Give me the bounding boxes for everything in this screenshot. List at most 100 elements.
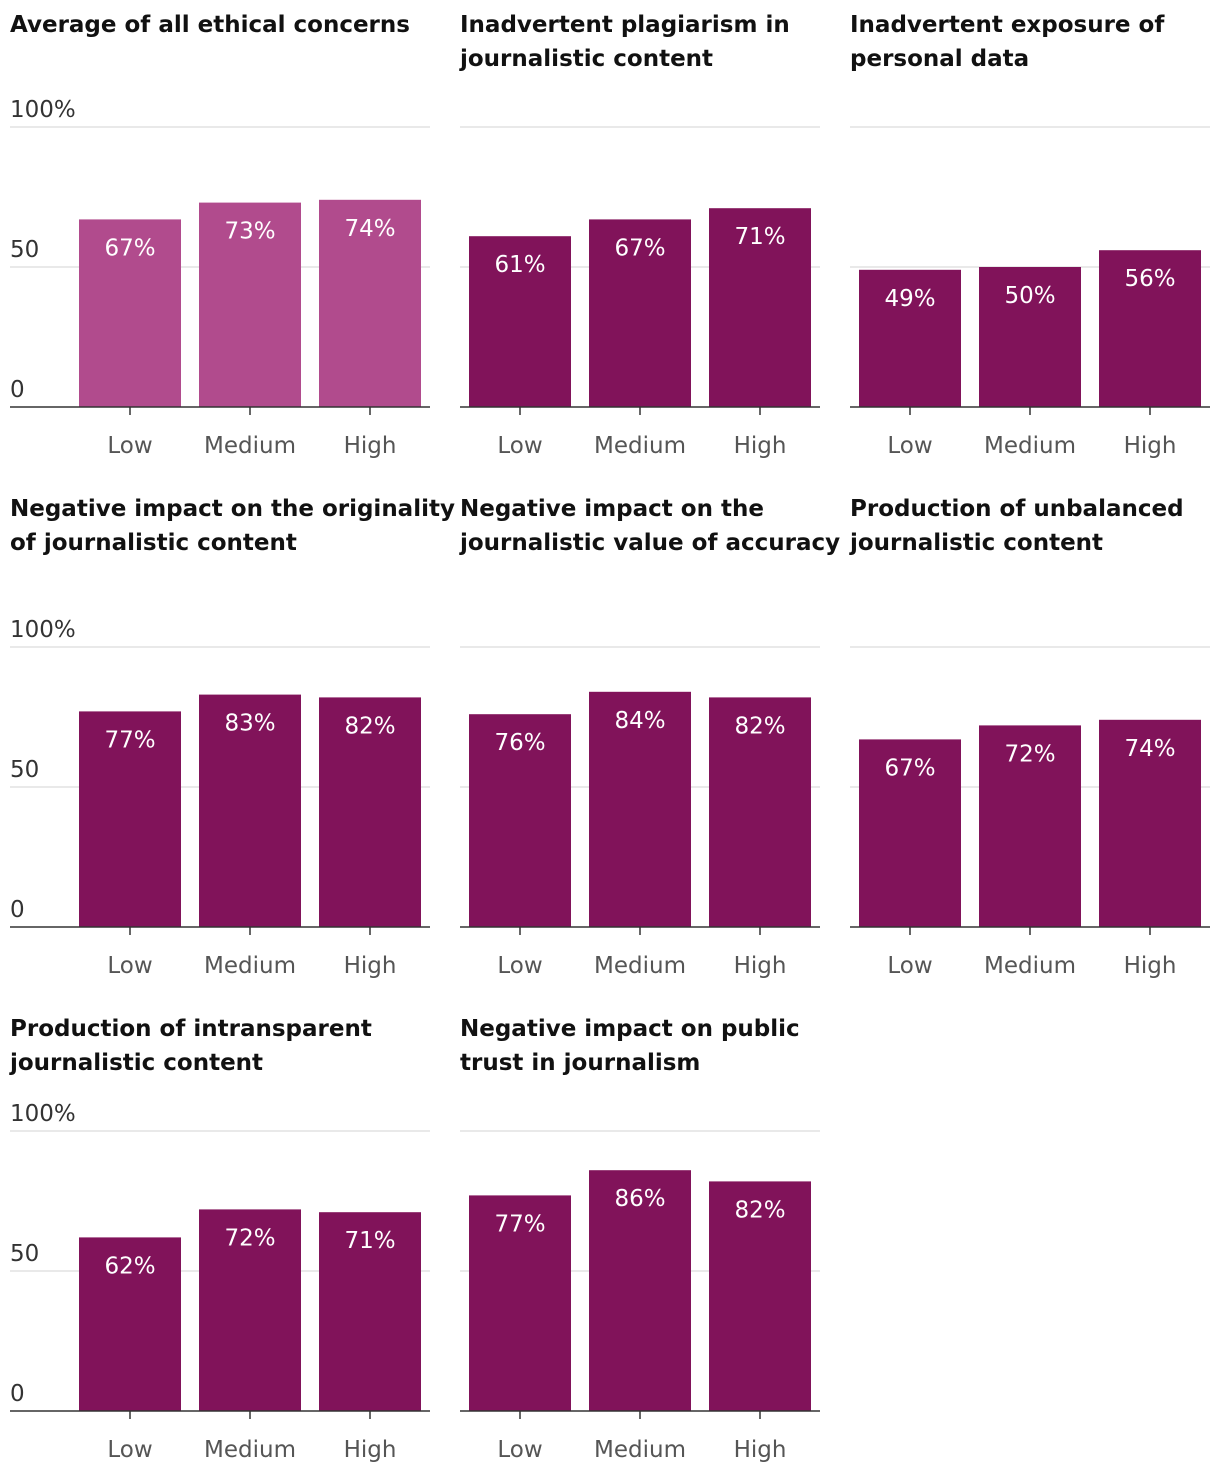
bar-value-label: 84% <box>614 708 665 734</box>
chart-panel: 61% Low 67% Medium 71% High Inadvertent plagia… <box>460 0 820 467</box>
chart-panel: 0 50 100% 67% Low 73% Medium 74% High Average of … <box>10 0 430 467</box>
chart-title: Negative impact on the journalistic value… <box>460 496 841 556</box>
chart-panel: 67% Low 72% Medium 74% High Production of unba… <box>850 484 1210 987</box>
bar-value-label: 49% <box>884 286 935 312</box>
chart-title: Inadvertent exposure of personal data <box>850 12 1165 72</box>
bar-value-label: 82% <box>734 713 785 739</box>
x-tick-label: Low <box>107 1437 152 1463</box>
chart-title: Production of intransparent journalistic … <box>10 1016 372 1076</box>
bar-high <box>319 199 421 407</box>
y-tick-label: 100% <box>10 617 76 643</box>
y-tick-label: 0 <box>10 1381 25 1407</box>
y-tick-label: 50 <box>10 237 39 263</box>
bar-value-label: 82% <box>344 713 395 739</box>
bar-medium <box>589 1170 691 1411</box>
x-tick-label: Medium <box>594 953 686 979</box>
chart-panel: 49% Low 50% Medium 56% High Inadvertent exposu… <box>850 0 1210 467</box>
bar-chart-svg: 76% Low 84% Medium 82% High <box>460 646 820 979</box>
bar-value-label: 77% <box>104 727 155 753</box>
x-tick-label: Medium <box>594 433 686 459</box>
y-tick-label: 50 <box>10 1241 39 1267</box>
x-tick-label: Low <box>497 433 542 459</box>
x-tick-label: Low <box>887 953 932 979</box>
bar-value-label: 86% <box>614 1186 665 1212</box>
bar-value-label: 56% <box>1124 266 1175 292</box>
bar-value-label: 50% <box>1004 283 1055 309</box>
bar-value-label: 82% <box>734 1197 785 1223</box>
x-tick-label: High <box>344 1437 397 1463</box>
bar-medium <box>589 219 691 407</box>
bar-medium <box>979 725 1081 927</box>
bar-value-label: 73% <box>224 219 275 245</box>
bar-chart-svg: 0 50 100% 62% Low 72% Medium 71% High <box>10 1101 430 1463</box>
x-tick-label: High <box>344 433 397 459</box>
bar-value-label: 77% <box>494 1211 545 1237</box>
x-tick-label: Low <box>107 953 152 979</box>
x-tick-label: Low <box>107 433 152 459</box>
bar-high <box>1099 250 1201 407</box>
y-tick-label: 0 <box>10 377 25 403</box>
bar-value-label: 72% <box>224 1225 275 1251</box>
x-tick-label: Medium <box>204 433 296 459</box>
x-tick-label: High <box>1124 953 1177 979</box>
x-tick-label: Medium <box>204 953 296 979</box>
x-tick-label: Medium <box>594 1437 686 1463</box>
x-tick-label: High <box>1124 433 1177 459</box>
bar-low <box>469 236 571 407</box>
x-tick-label: High <box>734 953 787 979</box>
bar-high <box>319 697 421 927</box>
bar-low <box>79 711 181 927</box>
x-tick-label: Medium <box>204 1437 296 1463</box>
bar-low <box>859 739 961 927</box>
y-tick-label: 100% <box>10 1101 76 1127</box>
chart-title: Production of unbalanced journalistic con… <box>850 496 1184 556</box>
bar-value-label: 61% <box>494 252 545 278</box>
bar-chart-svg: 49% Low 50% Medium 56% High <box>850 126 1210 459</box>
bar-high <box>1099 719 1201 927</box>
bar-chart-svg: 0 50 100% 67% Low 73% Medium 74% High <box>10 97 430 459</box>
bar-low <box>469 714 571 927</box>
bar-low <box>79 1237 181 1411</box>
bar-high <box>319 1212 421 1411</box>
bar-high <box>709 1181 811 1411</box>
bar-medium <box>199 1209 301 1411</box>
bar-medium <box>979 267 1081 407</box>
bar-high <box>709 697 811 927</box>
bar-chart-svg: 61% Low 67% Medium 71% High <box>460 126 820 459</box>
bar-value-label: 67% <box>614 235 665 261</box>
bar-value-label: 67% <box>104 235 155 261</box>
bar-chart-svg: 0 50 100% 77% Low 83% Medium 82% High <box>10 617 430 979</box>
y-tick-label: 50 <box>10 757 39 783</box>
chart-title: Negative impact on the originality of jou… <box>10 496 455 556</box>
x-tick-label: Medium <box>984 953 1076 979</box>
bar-medium <box>199 202 301 407</box>
x-tick-label: High <box>344 953 397 979</box>
x-tick-label: Low <box>887 433 932 459</box>
chart-panel: 0 50 100% 62% Low 72% Medium 71% High Production … <box>10 1004 430 1471</box>
chart-title: Average of all ethical concerns <box>10 12 410 38</box>
bar-value-label: 83% <box>224 711 275 737</box>
chart-title: Inadvertent plagiarism in journalistic co… <box>460 12 790 72</box>
bar-value-label: 67% <box>884 755 935 781</box>
bar-low <box>79 219 181 407</box>
bar-value-label: 76% <box>494 730 545 756</box>
bar-low <box>859 269 961 407</box>
x-tick-label: High <box>734 433 787 459</box>
bar-medium <box>589 691 691 927</box>
x-tick-label: High <box>734 1437 787 1463</box>
chart-panel: 77% Low 86% Medium 82% High Negative impact on… <box>460 1004 820 1471</box>
bar-high <box>709 208 811 407</box>
y-tick-label: 0 <box>10 897 25 923</box>
bar-value-label: 62% <box>104 1253 155 1279</box>
x-tick-label: Medium <box>984 433 1076 459</box>
bar-chart-svg: 77% Low 86% Medium 82% High <box>460 1130 820 1463</box>
x-tick-label: Low <box>497 1437 542 1463</box>
bar-chart-svg: 67% Low 72% Medium 74% High <box>850 646 1210 979</box>
bar-value-label: 72% <box>1004 741 1055 767</box>
x-tick-label: Low <box>497 953 542 979</box>
bar-value-label: 71% <box>734 224 785 250</box>
bar-value-label: 74% <box>344 216 395 242</box>
bar-value-label: 71% <box>344 1228 395 1254</box>
y-tick-label: 100% <box>10 97 76 123</box>
bar-medium <box>199 694 301 927</box>
